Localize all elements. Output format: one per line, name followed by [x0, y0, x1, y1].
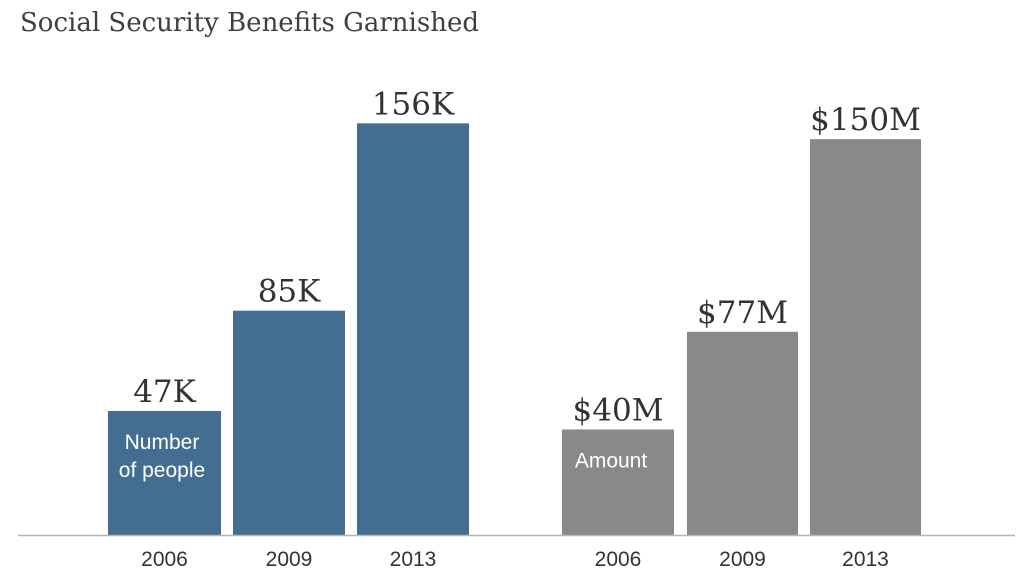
- value-label: 85K: [258, 274, 321, 310]
- bar-people-2013: [357, 123, 469, 535]
- x-tick-label: 2006: [141, 548, 188, 571]
- bar-amount-2013: [810, 139, 921, 535]
- bar-people-2006: [108, 410, 221, 535]
- chart-title: Social Security Benefits Garnished: [20, 8, 479, 38]
- value-label: $40M: [573, 392, 664, 428]
- bar-people-2009: [233, 310, 345, 535]
- x-tick-label: 2009: [719, 548, 766, 571]
- series-name-label: Number: [125, 431, 200, 454]
- bar-amount-2006: [562, 429, 674, 535]
- value-label: 156K: [372, 86, 455, 122]
- series-name-label: of people: [119, 459, 205, 482]
- series-name-label: Amount: [575, 449, 648, 472]
- people-panel: 47K 2006 85K 2009 156K 2013 Number of people: [108, 86, 469, 571]
- x-tick-label: 2013: [390, 548, 437, 571]
- x-tick-label: 2013: [842, 548, 889, 571]
- value-label: 47K: [133, 374, 196, 410]
- x-tick-label: 2009: [266, 548, 313, 571]
- chart-panels: 47K 2006 85K 2009 156K 2013 Number of people $40…: [108, 86, 921, 571]
- value-label: $150M: [810, 102, 921, 138]
- bar-amount-2009: [687, 331, 798, 535]
- amount-panel: $40M 2006 $77M 2009 $150M 2013 Amount: [562, 102, 921, 571]
- value-label: $77M: [697, 295, 788, 331]
- x-tick-label: 2006: [595, 548, 642, 571]
